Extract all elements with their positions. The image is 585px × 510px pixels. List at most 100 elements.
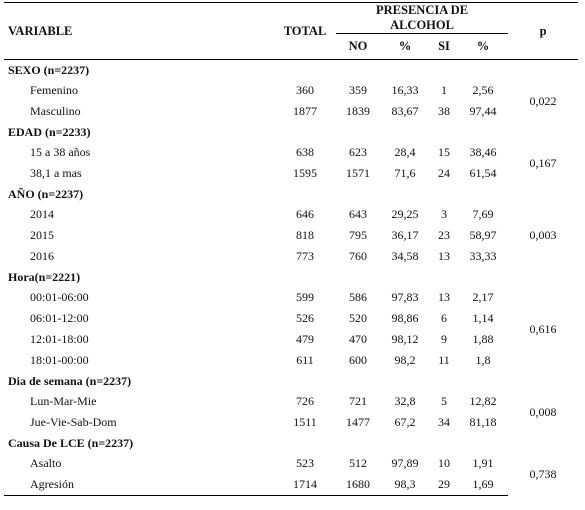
cell-si: 15 xyxy=(438,145,450,159)
header-presence-line1: PRESENCIA DE xyxy=(376,3,469,17)
cell-no: 1571 xyxy=(346,166,370,180)
row-label: Agresión xyxy=(4,474,274,496)
row-label: Asalto xyxy=(30,456,62,470)
group-title: Causa De LCE (n=2237) xyxy=(8,435,134,450)
cell-si: 9 xyxy=(441,332,447,346)
cell-total: 726 xyxy=(296,394,314,408)
cell-pct-no: 28,4 xyxy=(394,145,416,159)
cell-pct-no: 97,83 xyxy=(391,290,419,304)
cell-total: 611 xyxy=(296,353,314,367)
group-title: Dia de semana (n=2237) xyxy=(8,373,132,388)
cell-no: 512 xyxy=(349,456,367,470)
group-title: SEXO (n=2237) xyxy=(4,59,579,80)
row-label: 2016 xyxy=(30,249,54,263)
cell-no: 520 xyxy=(349,311,367,325)
row-label: 18:01-00:00 xyxy=(30,353,89,367)
cell-si: 1 xyxy=(441,83,447,97)
group-header-row: Dia de semana (n=2237) xyxy=(4,371,578,391)
table-row: Asalto 523 512 97,89 10 1,91 0,738 xyxy=(4,453,578,481)
cell-pct-no: 98,2 xyxy=(394,353,416,367)
row-label: 06:01-12:00 xyxy=(30,311,89,325)
cell-pct-no: 98,86 xyxy=(391,311,419,325)
cell-pct-si: 2,17 xyxy=(472,290,494,304)
alcohol-presence-table: VARIABLE TOTAL PRESENCIA DE ALCOHOL p NO… xyxy=(4,2,579,496)
cell-si: 13 xyxy=(438,290,450,304)
cell-no: 359 xyxy=(349,83,367,97)
table-row: 2015 818 795 36,17 23 58,97 xyxy=(4,225,578,246)
cell-pct-si: 1,91 xyxy=(472,456,494,470)
cell-p-value: 0,022 xyxy=(529,93,557,108)
cell-no: 1477 xyxy=(346,415,370,429)
cell-total: 479 xyxy=(296,332,314,346)
group-header-row: AÑO (n=2237) xyxy=(4,184,578,204)
cell-pct-no: 71,6 xyxy=(394,166,416,180)
cell-pct-si: 1,69 xyxy=(458,474,509,496)
cell-pct-no: 29,25 xyxy=(391,207,419,221)
cell-pct-si: 38,46 xyxy=(469,145,497,159)
row-label: 12:01-18:00 xyxy=(30,332,89,346)
cell-pct-si: 12,82 xyxy=(469,394,497,408)
cell-total: 599 xyxy=(296,290,314,304)
header-pct-no: % xyxy=(380,33,430,60)
row-label: 2014 xyxy=(30,207,54,221)
cell-pct-si: 97,44 xyxy=(469,104,497,118)
cell-pct-si: 81,18 xyxy=(469,415,497,429)
cell-si: 23 xyxy=(438,228,450,242)
table-row: 15 a 38 años 638 623 28,4 15 38,46 0,167 xyxy=(4,142,578,170)
group-header-row: Hora(n=2221) xyxy=(4,267,578,287)
row-label: Femenino xyxy=(30,83,78,97)
cell-no: 721 xyxy=(349,394,367,408)
table-row: 2014 646 643 29,25 3 7,69 0,003 xyxy=(4,204,578,242)
header-si: SI xyxy=(430,33,458,60)
cell-total: 360 xyxy=(296,83,314,97)
cell-p-value: 0,008 xyxy=(529,404,557,419)
cell-total: 1877 xyxy=(293,104,317,118)
cell-pct-si: 33,33 xyxy=(469,249,497,263)
group-title: AÑO (n=2237) xyxy=(8,186,84,201)
cell-si: 5 xyxy=(441,394,447,408)
cell-pct-si: 1,14 xyxy=(472,311,494,325)
table-row: 38,1 a mas 1595 1571 71,6 24 61,54 xyxy=(4,163,578,184)
cell-si: 34 xyxy=(438,415,450,429)
cell-si: 38 xyxy=(438,104,450,118)
header-total: TOTAL xyxy=(274,2,336,60)
table-body: SEXO (n=2237) Femenino 360 359 16,33 1 2,56 0,0… xyxy=(4,59,579,496)
cell-total: 1714 xyxy=(274,474,336,496)
cell-pct-no: 97,89 xyxy=(391,456,419,470)
header-p: p xyxy=(508,2,579,60)
cell-pct-si: 2,56 xyxy=(472,83,494,97)
cell-total: 818 xyxy=(296,228,314,242)
cell-pct-no: 34,58 xyxy=(391,249,419,263)
row-label: Lun-Mar-Mie xyxy=(30,394,97,408)
table-row: 06:01-12:00 526 520 98,86 6 1,14 xyxy=(4,308,578,329)
table-row: 2016 773 760 34,58 13 33,33 xyxy=(4,246,578,267)
group-header-row: SEXO (n=2237) xyxy=(4,59,579,80)
cell-total: 1595 xyxy=(293,166,317,180)
cell-pct-si: 7,69 xyxy=(472,207,494,221)
header-presence-line2: ALCOHOL xyxy=(390,18,454,32)
cell-total: 773 xyxy=(296,249,314,263)
cell-total: 646 xyxy=(296,207,314,221)
group-header-row: Causa De LCE (n=2237) xyxy=(4,433,578,453)
row-label: 15 a 38 años xyxy=(30,145,91,159)
cell-si: 10 xyxy=(438,456,450,470)
row-label: Masculino xyxy=(30,104,81,118)
cell-total: 523 xyxy=(296,456,314,470)
table-row: Femenino 360 359 16,33 1 2,56 0,022 xyxy=(4,80,578,108)
cell-si: 11 xyxy=(438,353,450,367)
header-presence: PRESENCIA DE ALCOHOL xyxy=(336,2,509,34)
header-pct-si: % xyxy=(458,33,509,60)
cell-no: 600 xyxy=(349,353,367,367)
cell-si: 24 xyxy=(438,166,450,180)
group-header-row: EDAD (n=2233) xyxy=(4,122,578,142)
cell-pct-si: 1,88 xyxy=(472,332,494,346)
cell-no: 643 xyxy=(349,207,367,221)
table-row: Masculino 1877 1839 83,67 38 97,44 xyxy=(4,101,578,122)
cell-no: 586 xyxy=(349,290,367,304)
table-row: 18:01-00:00 611 600 98,2 11 1,8 xyxy=(4,350,578,371)
header-no: NO xyxy=(336,33,380,60)
cell-pct-no: 98,3 xyxy=(380,474,430,496)
cell-no: 1680 xyxy=(336,474,380,496)
cell-si: 29 xyxy=(430,474,458,496)
